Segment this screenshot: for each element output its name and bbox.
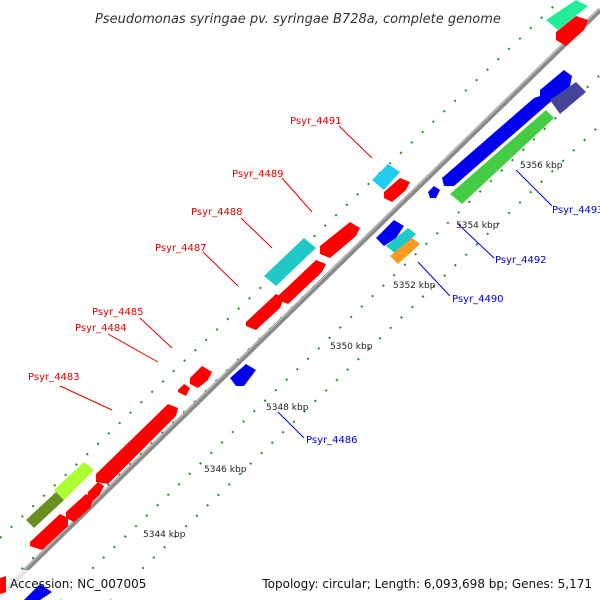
gene-label-psyr-4486[interactable]: Psyr_4486 <box>306 435 358 446</box>
gene-arrow[interactable] <box>384 178 410 202</box>
gene-arrow[interactable] <box>0 576 6 594</box>
gene-arrow[interactable] <box>442 96 548 186</box>
genome-backbone <box>0 8 600 599</box>
footer-bar <box>0 570 600 600</box>
leader-line <box>139 317 173 349</box>
gene-label-psyr-4490[interactable]: Psyr_4490 <box>452 294 504 305</box>
gene-arrow[interactable] <box>66 494 94 522</box>
forward-strand-genes <box>0 16 588 594</box>
gene-arrow[interactable] <box>540 70 572 104</box>
tick-label: 5356 kbp <box>520 161 563 171</box>
tick-label: 5344 kbp <box>143 530 186 540</box>
feature-block[interactable] <box>386 228 416 254</box>
tick-label: 5350 kbp <box>330 342 373 352</box>
kbp-ticks: 5344 kbp 5346 kbp 5348 kbp 5350 kbp 5352… <box>143 161 563 540</box>
gene-arrow[interactable] <box>88 482 104 500</box>
gene-arrow[interactable] <box>230 364 256 386</box>
gene-arrow[interactable] <box>320 222 360 258</box>
gene-label-psyr-4492[interactable]: Psyr_4492 <box>495 255 547 266</box>
gene-labels: Psyr_4483 Psyr_4484 Psyr_4485 Psyr_4487 … <box>28 116 600 446</box>
gene-arrow[interactable] <box>96 404 178 484</box>
map-title: Pseudomonas syringae pv. syringae B728a,… <box>95 12 501 27</box>
accession-text: Accession: NC_007005 <box>10 577 146 591</box>
genome-summary-text: Topology: circular; Length: 6,093,698 bp… <box>261 577 592 591</box>
gene-label-psyr-4489[interactable]: Psyr_4489 <box>232 169 284 180</box>
gene-label-psyr-4493[interactable]: Psyr_4493 <box>552 205 600 216</box>
gene-label-psyr-4485[interactable]: Psyr_4485 <box>92 307 144 318</box>
gene-label-psyr-4483[interactable]: Psyr_4483 <box>28 372 80 383</box>
gene-label-psyr-4487[interactable]: Psyr_4487 <box>155 243 207 254</box>
tick-label: 5354 kbp <box>456 221 499 231</box>
leader-line <box>59 385 113 411</box>
feature-block[interactable] <box>264 238 316 286</box>
leader-line <box>240 217 273 249</box>
gene-arrow[interactable] <box>278 260 326 304</box>
leader-line <box>202 251 239 287</box>
gene-arrow[interactable] <box>178 384 190 396</box>
gene-label-psyr-4484[interactable]: Psyr_4484 <box>75 323 127 334</box>
gene-label-psyr-4491[interactable]: Psyr_4491 <box>290 116 342 127</box>
gene-arrow[interactable] <box>428 186 440 198</box>
leader-line <box>515 169 553 207</box>
gene-arrow[interactable] <box>376 220 404 246</box>
genome-backbone-highlight <box>0 7 600 594</box>
feature-block[interactable] <box>372 164 400 190</box>
gene-arrow[interactable] <box>30 514 68 550</box>
upper-feature-blocks <box>26 0 588 528</box>
feature-block[interactable] <box>550 82 586 114</box>
gene-label-psyr-4488[interactable]: Psyr_4488 <box>191 207 243 218</box>
gene-arrow[interactable] <box>246 294 284 330</box>
gene-arrow[interactable] <box>190 366 212 388</box>
feature-block[interactable] <box>26 492 64 528</box>
reverse-strand-genes <box>24 70 586 600</box>
leader-line <box>107 333 159 363</box>
leader-line <box>281 177 313 213</box>
tick-label: 5348 kbp <box>266 403 309 413</box>
gene-arrow[interactable] <box>24 584 52 600</box>
gene-arrow[interactable] <box>556 16 588 46</box>
feature-block[interactable] <box>54 462 94 500</box>
tick-label: 5346 kbp <box>204 465 247 475</box>
leader-line <box>277 411 305 439</box>
feature-block[interactable] <box>546 0 588 30</box>
leader-line <box>417 261 451 297</box>
feature-block[interactable] <box>390 238 420 264</box>
guide-track-inner-lower <box>59 74 600 600</box>
leader-line <box>338 125 373 159</box>
leader-lines <box>59 125 553 439</box>
guide-track-outer-lower <box>109 124 600 600</box>
gene-arrow[interactable] <box>450 110 554 204</box>
tick-label: 5352 kbp <box>393 281 436 291</box>
leader-line <box>457 223 495 259</box>
